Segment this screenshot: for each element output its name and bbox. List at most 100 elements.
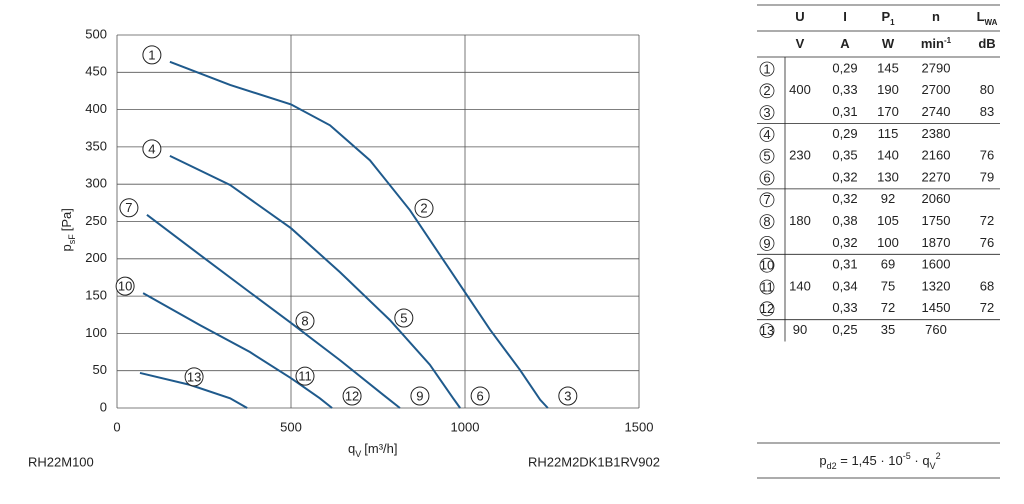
table-cell: 72 — [980, 300, 994, 315]
table-cell: 2060 — [922, 191, 951, 206]
y-tick-label: 150 — [85, 288, 107, 303]
curve-label-circle — [394, 308, 414, 328]
row-id-circle — [759, 192, 775, 208]
curve-label: 6 — [477, 388, 484, 403]
table-cell: 1450 — [922, 300, 951, 315]
table-cell: 1870 — [922, 235, 951, 250]
row-id: 12 — [760, 301, 774, 316]
y-tick-label: 350 — [85, 138, 107, 153]
x-tick-label: 500 — [280, 419, 302, 434]
curve-label: 11 — [298, 369, 312, 384]
table-cell: 145 — [877, 60, 899, 75]
header-text: min — [921, 36, 944, 51]
table-cell: 35 — [881, 322, 895, 337]
curve-label: 2 — [420, 201, 427, 216]
table-cell: 92 — [881, 191, 895, 206]
row-id-circle — [759, 257, 775, 273]
formula-part: · q — [911, 453, 930, 468]
curve-label-circle — [142, 139, 162, 159]
table-cell: 130 — [877, 169, 899, 184]
row-id: 7 — [763, 192, 770, 207]
table-cell: 0,25 — [832, 322, 857, 337]
formula-part: V — [930, 461, 936, 471]
chart-note: RH22M100 — [28, 454, 94, 469]
table-cell: 68 — [980, 278, 994, 293]
curve — [169, 154, 461, 409]
table-cell: 170 — [877, 104, 899, 119]
y-tick-label: 450 — [85, 64, 107, 79]
row-id: 10 — [760, 258, 774, 273]
table-cell: 1600 — [922, 257, 951, 272]
table-cell: 2700 — [922, 82, 951, 97]
curve-label: 7 — [125, 200, 132, 215]
table-cell: 105 — [877, 213, 899, 228]
y-tick-label: 50 — [93, 362, 107, 377]
header-sup: -1 — [944, 36, 952, 45]
table-header: I — [843, 9, 847, 24]
x-tick-label: 0 — [113, 419, 120, 434]
table-cell: 0,34 — [832, 278, 857, 293]
header-text: A — [840, 36, 850, 51]
table-cell: 83 — [980, 104, 994, 119]
curve — [169, 60, 549, 409]
chart-note: RH22M2DK1B1RV902 — [528, 454, 660, 469]
curve-label: 3 — [564, 388, 571, 403]
table-cell: 1320 — [922, 278, 951, 293]
row-id-circle — [759, 148, 775, 164]
header-text: dB — [978, 36, 995, 51]
table-cell: 400 — [789, 82, 811, 97]
table-cell: 72 — [881, 300, 895, 315]
table-cell: 0,38 — [832, 213, 857, 228]
table-cell: 1750 — [922, 213, 951, 228]
table-cell: 2790 — [922, 60, 951, 75]
header-text: P — [881, 9, 890, 24]
header-sub: 1 — [890, 18, 895, 27]
row-id: 13 — [760, 323, 774, 338]
x-axis-label-unit: [m³/h] — [364, 441, 397, 456]
table-cell: 760 — [925, 322, 947, 337]
curve-label-circle — [410, 386, 430, 406]
y-tick-label: 300 — [85, 176, 107, 191]
row-id-circle — [759, 83, 775, 99]
table-cell: 76 — [980, 235, 994, 250]
table-cell: 140 — [877, 148, 899, 163]
row-id-circle — [759, 214, 775, 230]
table-cell: 100 — [877, 235, 899, 250]
curve-label-circle — [115, 276, 135, 296]
header-text: U — [795, 9, 804, 24]
curve-label: 13 — [187, 369, 201, 384]
formula: pd2 = 1,45 · 10-5 · qV2 — [819, 451, 940, 471]
row-id: 6 — [763, 170, 770, 185]
table-cell: 76 — [980, 148, 994, 163]
row-id-circle — [759, 61, 775, 77]
y-tick-label: 500 — [85, 26, 107, 41]
row-id-circle — [759, 126, 775, 142]
curve-label: 8 — [301, 313, 308, 328]
row-id-circle — [759, 279, 775, 295]
table-header: P1 — [881, 9, 895, 26]
table-cell: 75 — [881, 278, 895, 293]
y-tick-label: 200 — [85, 250, 107, 265]
table-cell: 0,33 — [832, 82, 857, 97]
formula-part: p — [819, 453, 826, 468]
curve — [142, 292, 333, 409]
y-tick-label: 0 — [100, 399, 107, 414]
curve-label-circle — [295, 311, 315, 331]
curve-label-circle — [295, 366, 315, 386]
row-id-circle — [759, 105, 775, 120]
y-tick-label: 100 — [85, 325, 107, 340]
table-cell: 0,32 — [832, 235, 857, 250]
table-cell: 2380 — [922, 126, 951, 141]
row-id: 4 — [763, 127, 770, 142]
table-cell: 80 — [980, 82, 994, 97]
table-cell: 0,32 — [832, 169, 857, 184]
row-id: 5 — [763, 149, 770, 164]
row-id-circle — [759, 170, 775, 186]
table-header: min-1 — [921, 36, 952, 52]
row-id: 9 — [763, 236, 770, 251]
curve-label-circle — [470, 386, 490, 406]
y-axis-label: psF [Pa] — [59, 208, 77, 251]
table-cell: 72 — [980, 213, 994, 228]
formula-part: = 1,45 · 10 — [837, 453, 903, 468]
